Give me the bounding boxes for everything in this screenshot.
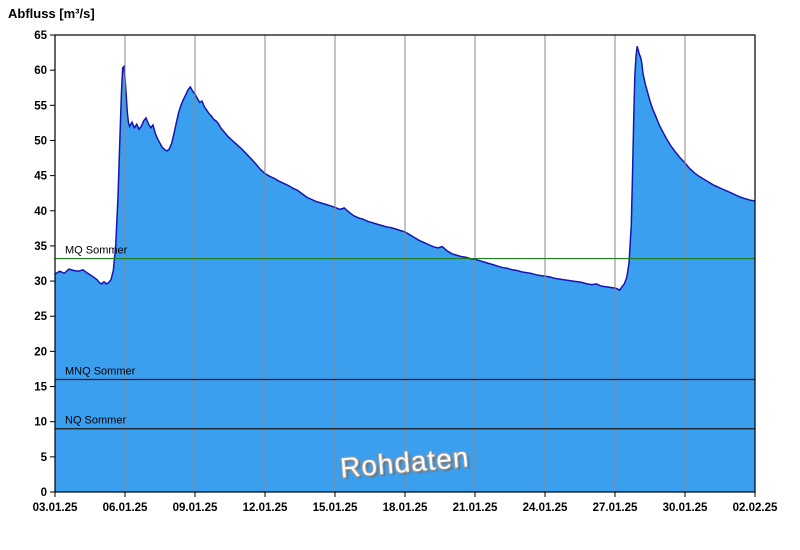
y-tick-label: 45 (34, 171, 47, 183)
y-tick-label: 40 (34, 206, 47, 218)
x-tick-label: 21.01.25 (453, 502, 498, 514)
x-tick-label: 03.01.25 (33, 502, 78, 514)
x-tick-label: 27.01.25 (593, 502, 638, 514)
y-tick-label: 5 (41, 452, 48, 464)
x-tick-label: 30.01.25 (663, 502, 708, 514)
threshold-label-nq-sommer: NQ Sommer (65, 415, 126, 427)
x-tick-label: 02.02.25 (733, 502, 778, 514)
y-tick-label: 50 (34, 135, 47, 147)
y-tick-label: 15 (34, 382, 47, 394)
x-tick-label: 24.01.25 (523, 502, 568, 514)
discharge-line (54, 46, 756, 292)
y-tick-label: 30 (34, 276, 47, 288)
threshold-label-mnq-sommer: MNQ Sommer (65, 366, 136, 378)
x-tick-label: 12.01.25 (243, 502, 288, 514)
x-tick-label: 18.01.25 (383, 502, 428, 514)
y-tick-label: 60 (34, 65, 47, 77)
x-tick-label: 06.01.25 (103, 502, 148, 514)
threshold-label-mq-sommer: MQ Sommer (65, 245, 128, 257)
y-tick-label: 25 (34, 311, 47, 323)
y-tick-label: 20 (34, 346, 47, 358)
y-tick-label: 65 (34, 30, 47, 42)
y-tick-label: 55 (34, 100, 47, 112)
chart-title: Abfluss [m³/s] (8, 6, 95, 21)
y-tick-label: 0 (41, 487, 47, 499)
y-tick-label: 10 (34, 417, 47, 429)
y-tick-label: 35 (34, 241, 47, 253)
x-tick-label: 09.01.25 (173, 502, 218, 514)
x-tick-label: 15.01.25 (313, 502, 358, 514)
